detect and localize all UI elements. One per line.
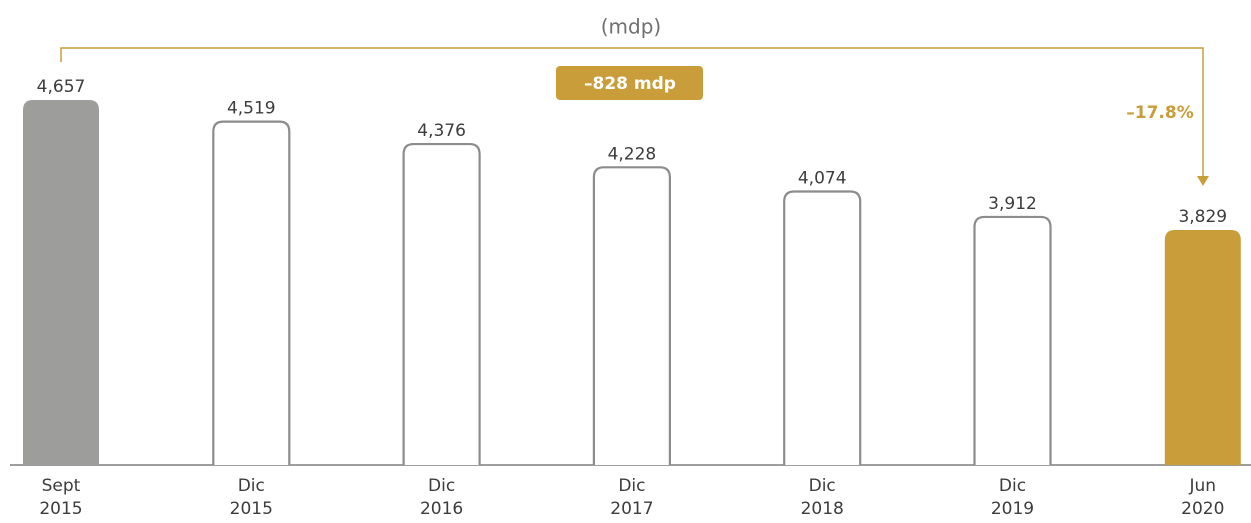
bar <box>1164 229 1241 465</box>
x-tick-label: Sept 2015 <box>39 476 82 519</box>
chart-subtitle: (mdp) <box>601 15 661 39</box>
x-tick-label: Dic 2016 <box>420 476 463 519</box>
bracket <box>60 47 1204 180</box>
x-tick-line: 2018 <box>801 499 844 519</box>
x-tick-line: 2015 <box>230 499 273 519</box>
bar <box>23 99 99 465</box>
value-label: 3,829 <box>1178 207 1227 227</box>
x-tick-line: Dic <box>809 476 836 496</box>
x-tick-label: Dic 2019 <box>991 476 1034 519</box>
x-tick-line: 2020 <box>1181 499 1224 519</box>
bar <box>402 142 481 465</box>
bar <box>212 120 291 465</box>
badge-label: –828 mdp <box>584 74 676 94</box>
x-tick-label: Dic 2015 <box>230 476 273 519</box>
x-tick-line: Sept <box>42 476 81 496</box>
badge <box>556 66 703 100</box>
value-label: 4,376 <box>417 121 466 141</box>
arrow-head <box>1197 176 1209 186</box>
bar <box>592 166 671 465</box>
x-tick-line: 2017 <box>610 499 653 519</box>
value-label: 4,228 <box>608 144 657 164</box>
value-label: 4,519 <box>227 99 276 119</box>
value-label: 4,657 <box>37 77 86 97</box>
x-tick-line: 2015 <box>39 499 82 519</box>
x-tick-label: Dic 2018 <box>801 476 844 519</box>
change-label: –17.8% <box>1126 103 1193 123</box>
x-tick-line: Dic <box>618 476 645 496</box>
x-tick-line: Dic <box>428 476 455 496</box>
x-tick-label: Jun 2020 <box>1181 476 1224 519</box>
x-tick-line: Dic <box>999 476 1026 496</box>
value-label: 4,074 <box>798 168 847 188</box>
bar <box>783 190 862 465</box>
x-tick-line: 2019 <box>991 499 1034 519</box>
value-label: 3,912 <box>988 194 1037 214</box>
x-tick-label: Dic 2017 <box>610 476 653 519</box>
x-tick-line: 2016 <box>420 499 463 519</box>
x-tick-line: Jun <box>1189 476 1217 496</box>
bar <box>973 215 1052 465</box>
x-tick-line: Dic <box>238 476 265 496</box>
bracket-line <box>60 47 1204 180</box>
